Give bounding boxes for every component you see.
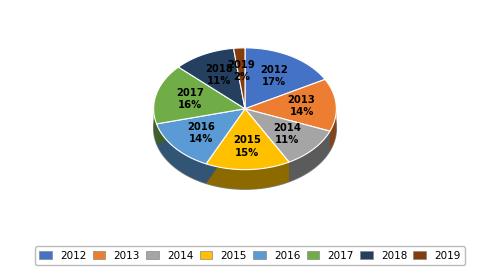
Text: 11%: 11% bbox=[276, 135, 299, 145]
Polygon shape bbox=[289, 131, 330, 182]
Polygon shape bbox=[330, 109, 336, 151]
Polygon shape bbox=[156, 124, 206, 183]
Polygon shape bbox=[154, 67, 245, 124]
Polygon shape bbox=[245, 109, 289, 182]
Legend: 2012, 2013, 2014, 2015, 2016, 2017, 2018, 2019: 2012, 2013, 2014, 2015, 2016, 2017, 2018… bbox=[35, 247, 465, 265]
Text: 11%: 11% bbox=[207, 76, 232, 86]
Text: 14%: 14% bbox=[290, 107, 314, 117]
Polygon shape bbox=[234, 48, 245, 109]
Text: 2015: 2015 bbox=[233, 135, 260, 146]
Polygon shape bbox=[156, 109, 245, 164]
Polygon shape bbox=[245, 48, 325, 109]
Polygon shape bbox=[245, 109, 330, 151]
Text: 2017: 2017 bbox=[176, 88, 204, 98]
Polygon shape bbox=[206, 109, 289, 170]
Polygon shape bbox=[206, 109, 245, 183]
Text: 14%: 14% bbox=[189, 134, 214, 144]
Text: 2012: 2012 bbox=[260, 65, 287, 75]
Polygon shape bbox=[154, 68, 336, 189]
Polygon shape bbox=[206, 162, 289, 189]
Text: 2018: 2018 bbox=[206, 64, 233, 74]
Polygon shape bbox=[245, 109, 289, 182]
Text: 2019: 2019 bbox=[228, 60, 256, 70]
Polygon shape bbox=[154, 109, 156, 143]
Polygon shape bbox=[156, 109, 245, 143]
Text: 2014: 2014 bbox=[274, 123, 301, 133]
Text: 2013: 2013 bbox=[288, 95, 316, 105]
Text: 17%: 17% bbox=[262, 77, 286, 87]
Text: 15%: 15% bbox=[234, 148, 259, 158]
Polygon shape bbox=[178, 48, 245, 109]
Polygon shape bbox=[245, 109, 330, 162]
Text: 2016: 2016 bbox=[188, 122, 216, 132]
Polygon shape bbox=[245, 79, 336, 131]
Text: 16%: 16% bbox=[178, 100, 203, 110]
Polygon shape bbox=[156, 109, 245, 143]
Polygon shape bbox=[245, 109, 330, 151]
Text: 2%: 2% bbox=[233, 72, 250, 82]
Polygon shape bbox=[206, 109, 245, 183]
